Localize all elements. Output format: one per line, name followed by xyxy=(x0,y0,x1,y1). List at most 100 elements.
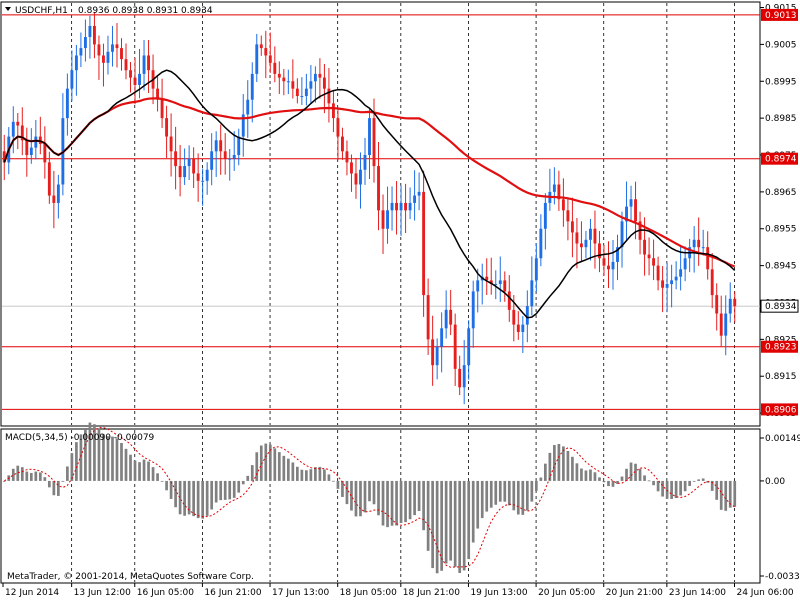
candle-body[interactable] xyxy=(426,295,430,340)
candle-body[interactable] xyxy=(88,25,92,38)
candle-body[interactable] xyxy=(273,62,277,74)
candle-body[interactable] xyxy=(16,121,20,126)
candle-body[interactable] xyxy=(129,70,132,78)
candle-body[interactable] xyxy=(354,173,358,185)
candle-body[interactable] xyxy=(309,81,313,89)
candle-body[interactable] xyxy=(377,166,380,211)
candle-body[interactable] xyxy=(458,368,462,388)
candle-body[interactable] xyxy=(318,73,322,78)
candle-body[interactable] xyxy=(661,280,665,288)
candle-body[interactable] xyxy=(444,309,448,329)
candle-body[interactable] xyxy=(165,118,169,137)
candle-body[interactable] xyxy=(733,298,737,307)
candle-body[interactable] xyxy=(611,261,615,270)
candle-body[interactable] xyxy=(43,143,47,163)
candle-body[interactable] xyxy=(715,295,719,314)
candle-body[interactable] xyxy=(453,324,457,369)
candle-body[interactable] xyxy=(350,162,353,174)
candle-body[interactable] xyxy=(228,158,232,160)
dropdown-triangle-icon[interactable] xyxy=(5,7,11,11)
candle-body[interactable] xyxy=(219,140,223,152)
candle-body[interactable] xyxy=(214,140,218,152)
candle-body[interactable] xyxy=(485,276,489,281)
candle-body[interactable] xyxy=(241,114,245,137)
candle-body[interactable] xyxy=(246,99,250,115)
candle-body[interactable] xyxy=(719,313,723,336)
candle-body[interactable] xyxy=(160,99,164,119)
candle-body[interactable] xyxy=(210,151,214,170)
candle-body[interactable] xyxy=(111,44,114,52)
candle-body[interactable] xyxy=(92,25,96,45)
candle-body[interactable] xyxy=(322,77,326,89)
candle-body[interactable] xyxy=(120,48,123,60)
candle-body[interactable] xyxy=(498,280,502,285)
candle-body[interactable] xyxy=(521,324,525,332)
candle-body[interactable] xyxy=(674,276,678,281)
candle-body[interactable] xyxy=(97,44,101,56)
candle-body[interactable] xyxy=(404,202,408,211)
candle-body[interactable] xyxy=(422,191,426,296)
candle-body[interactable] xyxy=(607,265,610,270)
candle-body[interactable] xyxy=(169,136,173,152)
candle-body[interactable] xyxy=(286,81,290,83)
candle-body[interactable] xyxy=(34,136,38,148)
candle-body[interactable] xyxy=(327,88,331,104)
candle-body[interactable] xyxy=(65,88,69,119)
candle-body[interactable] xyxy=(147,55,150,71)
candle-body[interactable] xyxy=(47,162,51,196)
candle-body[interactable] xyxy=(133,77,137,85)
candle-body[interactable] xyxy=(205,169,209,181)
candle-body[interactable] xyxy=(539,228,543,259)
candle-body[interactable] xyxy=(52,195,56,203)
candle-body[interactable] xyxy=(616,247,619,262)
candle-body[interactable] xyxy=(625,206,628,222)
candle-body[interactable] xyxy=(679,269,683,277)
candle-body[interactable] xyxy=(697,239,701,248)
candle-body[interactable] xyxy=(359,169,362,185)
candle-body[interactable] xyxy=(268,55,272,63)
candle-body[interactable] xyxy=(724,313,728,336)
candle-body[interactable] xyxy=(728,298,732,314)
candle-body[interactable] xyxy=(525,306,529,325)
candle-body[interactable] xyxy=(431,339,435,366)
candle-body[interactable] xyxy=(291,81,295,89)
candle-body[interactable] xyxy=(372,118,376,167)
candle-body[interactable] xyxy=(196,173,200,181)
candle-body[interactable] xyxy=(282,77,286,82)
candle-body[interactable] xyxy=(552,184,556,192)
candle-body[interactable] xyxy=(341,136,344,152)
candle-body[interactable] xyxy=(417,191,421,196)
candle-body[interactable] xyxy=(629,199,633,207)
candle-body[interactable] xyxy=(462,365,466,388)
candle-body[interactable] xyxy=(138,73,141,85)
candle-body[interactable] xyxy=(232,155,236,159)
candle-body[interactable] xyxy=(435,346,439,366)
candle-body[interactable] xyxy=(692,239,696,248)
candle-body[interactable] xyxy=(512,309,516,325)
candle-body[interactable] xyxy=(665,284,669,288)
candle-body[interactable] xyxy=(534,258,538,281)
candle-body[interactable] xyxy=(363,155,367,170)
candle-body[interactable] xyxy=(70,70,74,89)
candle-body[interactable] xyxy=(79,48,83,56)
candle-body[interactable] xyxy=(11,121,15,137)
candle-body[interactable] xyxy=(584,239,588,248)
candle-body[interactable] xyxy=(516,324,520,332)
candle-body[interactable] xyxy=(83,37,87,49)
candle-body[interactable] xyxy=(331,103,335,119)
candle-body[interactable] xyxy=(277,73,281,78)
candle-body[interactable] xyxy=(295,88,299,97)
candle-body[interactable] xyxy=(557,184,561,200)
candle-body[interactable] xyxy=(570,221,574,233)
candle-body[interactable] xyxy=(156,88,160,100)
candle-body[interactable] xyxy=(183,166,187,178)
candle-body[interactable] xyxy=(670,280,674,285)
candle-body[interactable] xyxy=(543,202,547,229)
candle-body[interactable] xyxy=(489,280,493,285)
candle-body[interactable] xyxy=(566,210,570,222)
candle-body[interactable] xyxy=(102,55,105,63)
candle-body[interactable] xyxy=(620,221,624,248)
candle-body[interactable] xyxy=(579,243,583,248)
candle-body[interactable] xyxy=(710,269,714,296)
